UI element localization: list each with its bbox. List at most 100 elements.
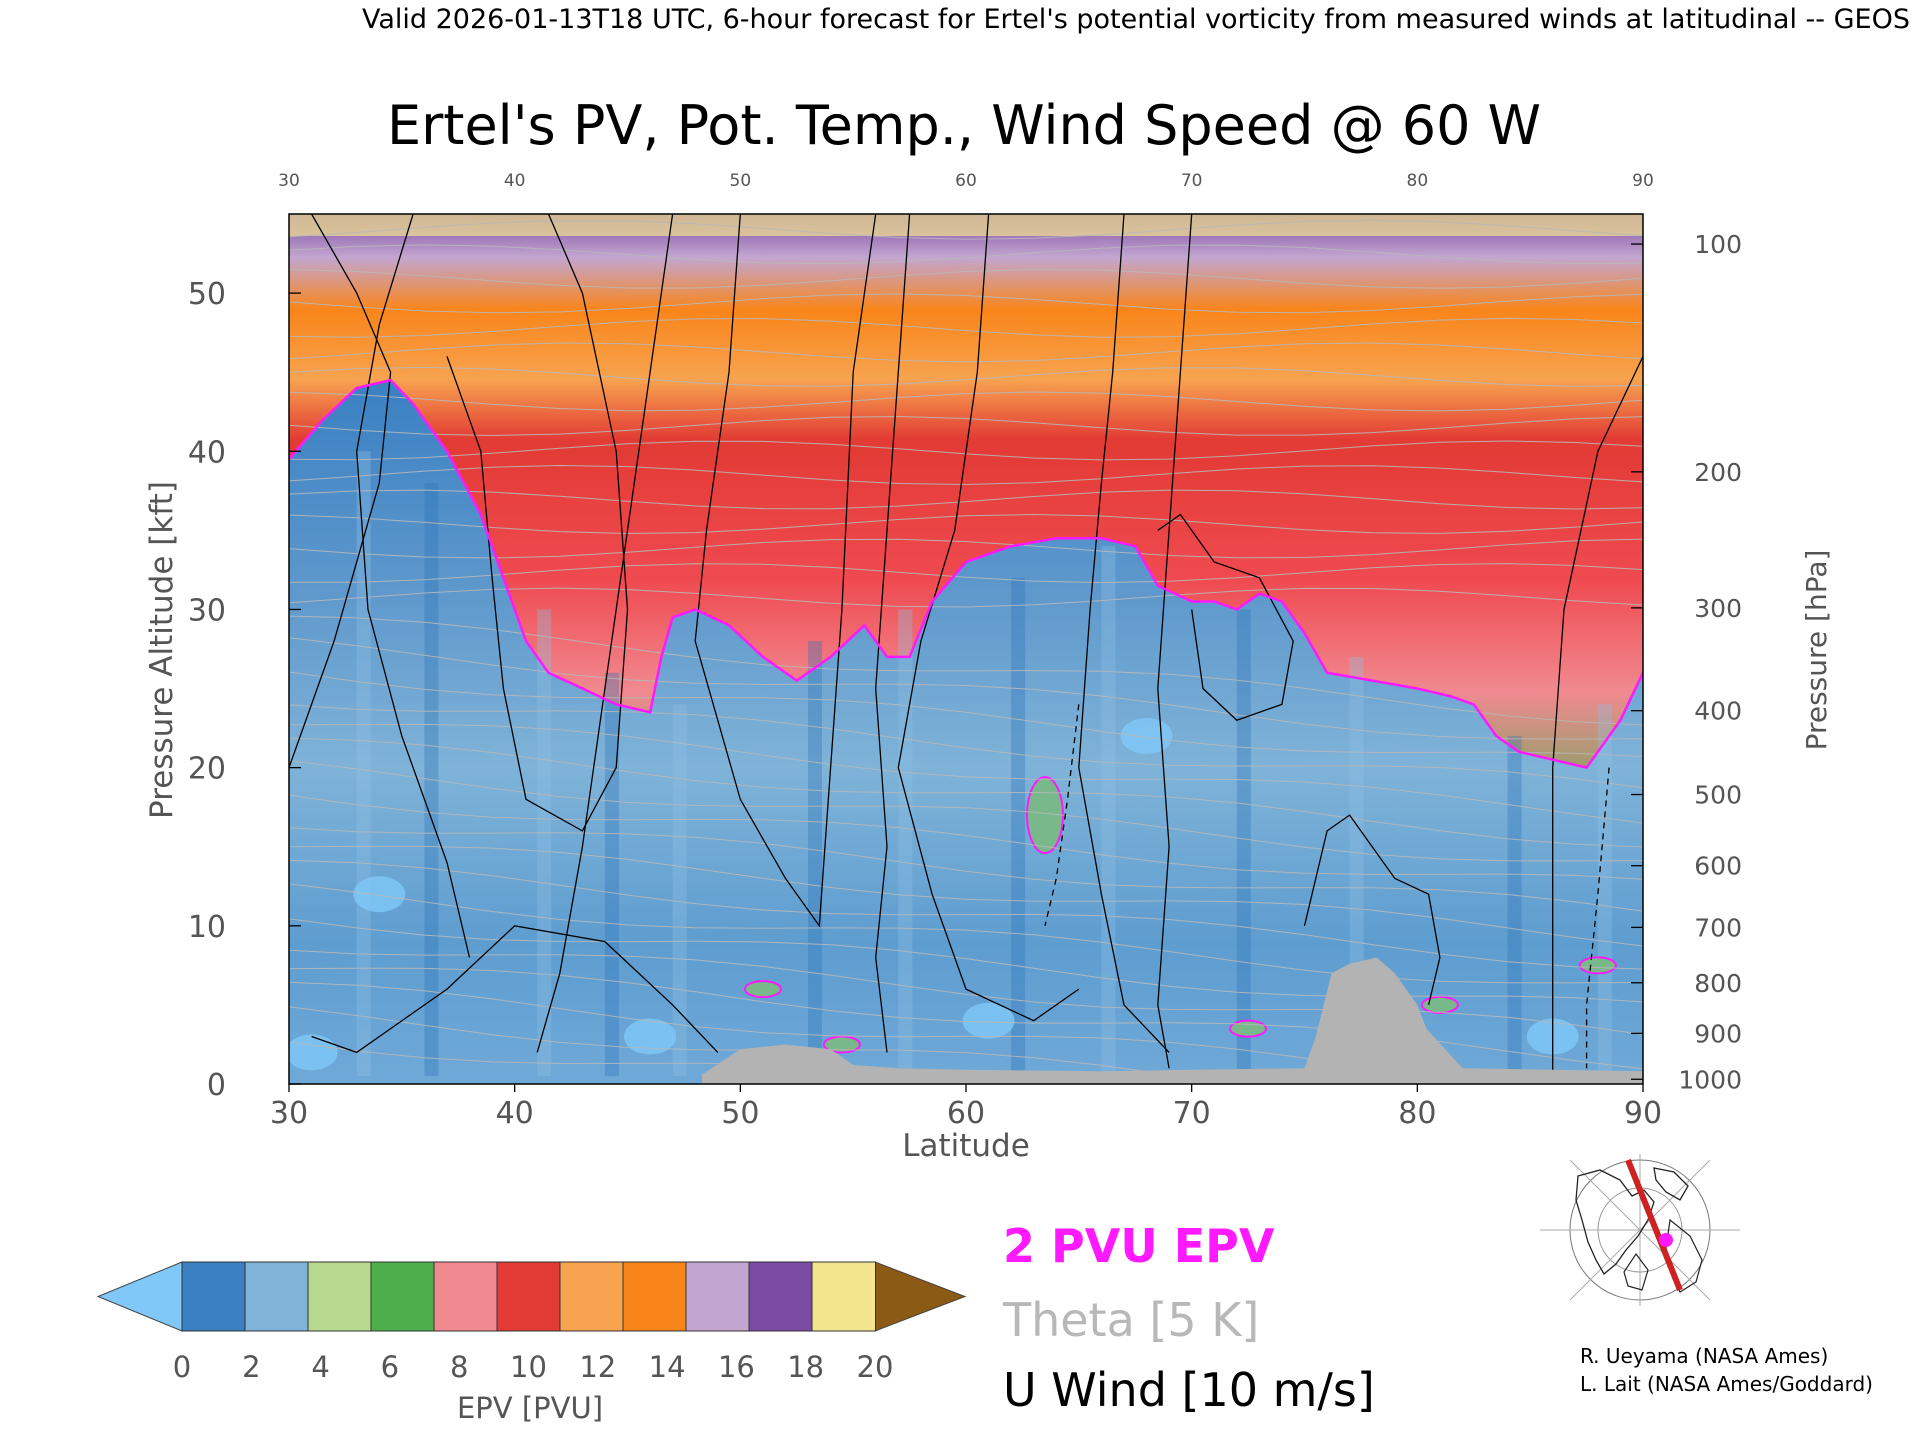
pv-low-patch [1120, 718, 1173, 754]
theta-contour [289, 760, 1643, 862]
theta-contour [289, 695, 1643, 789]
colorbar-swatch [433, 1261, 498, 1332]
colorbar-tick-label: 20 [857, 1350, 894, 1384]
pv-high-patch [1229, 1019, 1268, 1038]
u-wind-contour [311, 925, 719, 1054]
plot-area [289, 214, 1643, 1084]
theta-contour [289, 268, 1643, 289]
y-tick-label: 0 [207, 1068, 226, 1103]
y-axis-right: 100 200 300 400 500 600 700 800 900 1000 [1631, 230, 1742, 1094]
theta-contour [289, 366, 1643, 387]
theta-contour [289, 793, 1643, 880]
theta-contour [289, 637, 1643, 740]
colorbar-swatch [748, 1261, 813, 1332]
pv-high-patch [743, 980, 782, 999]
colorbar-swatch [811, 1261, 876, 1332]
u-wind-contour [356, 214, 471, 958]
header-line: Valid 2026-01-13T18 UTC, 6-hour forecast… [362, 4, 1910, 35]
theta-contour [289, 737, 1643, 848]
colorbar-swatch [622, 1261, 687, 1332]
theta-contour [289, 615, 1643, 726]
surface-terrain [701, 957, 1643, 1084]
colorbar-tick-label: 16 [718, 1350, 755, 1384]
theta-contour [289, 563, 1643, 584]
theta-contour [289, 818, 1643, 912]
y-right-tick-label: 300 [1694, 594, 1742, 623]
u-wind-contour [536, 214, 674, 1053]
colorbar-tick-label: 0 [173, 1350, 191, 1384]
theta-contour [289, 489, 1643, 510]
pv-streak [604, 672, 619, 1077]
credit-line-1: R. Ueyama (NASA Ames) [1580, 1344, 1828, 1368]
theta-contour [289, 720, 1643, 824]
pv-high-patch [1420, 995, 1459, 1014]
y-right-tick-label: 600 [1694, 852, 1742, 881]
theta-contour [289, 244, 1643, 265]
pv-high-patch [1025, 776, 1064, 855]
y-right-tick-label: 200 [1694, 458, 1742, 487]
theta-contour [289, 538, 1643, 559]
x-tick-label: 90 [1624, 1096, 1662, 1131]
y-tick-label: 20 [188, 752, 226, 787]
u-wind-contour [1552, 356, 1643, 1077]
colorbar-tick-label: 4 [311, 1350, 329, 1384]
x-tick-label: 30 [270, 1096, 308, 1131]
pv-2-contour [289, 378, 1643, 770]
pv-low-patch [289, 1034, 338, 1071]
y-axis-right-label: Pressure [hPa] [1800, 550, 1833, 751]
u-wind-contour [1078, 214, 1170, 1053]
theta-contour [289, 415, 1643, 437]
pv-streak [356, 451, 371, 1077]
y-right-tick-label: 700 [1694, 913, 1742, 942]
colorbar-tick-label: 14 [649, 1350, 686, 1384]
theta-contour [289, 317, 1643, 338]
pv-high-patch [1578, 956, 1617, 975]
y-right-tick-label: 400 [1694, 697, 1742, 726]
colorbar-tick-label: 18 [787, 1350, 824, 1384]
colorbar-tick-label: 12 [579, 1350, 616, 1384]
colorbar-swatch [181, 1261, 246, 1332]
colorbar-label: EPV [PVU] [457, 1391, 603, 1425]
pv-streak [1011, 577, 1026, 1077]
troposphere-field [289, 380, 1643, 1084]
colorbar-tick-label: 2 [242, 1350, 260, 1384]
pv-streak [537, 609, 552, 1077]
pv-streak [1597, 704, 1612, 1077]
colorbar-swatch [496, 1261, 561, 1332]
theta-contour [289, 219, 1643, 240]
theta-contour [289, 587, 1643, 608]
x-top-tick-label: 50 [730, 171, 752, 191]
x-tick-label: 40 [496, 1096, 534, 1131]
theta-contour [289, 883, 1643, 984]
u-wind-contour [1303, 814, 1441, 1006]
y-right-tick-label: 500 [1694, 781, 1742, 810]
pv-streak [672, 704, 687, 1077]
pv-streak [1101, 546, 1116, 1077]
x-tick-label: 70 [1173, 1096, 1211, 1131]
colorbar-tick-label: 8 [450, 1350, 468, 1384]
colorbar-under-arrow [96, 1261, 183, 1332]
credit-line-2: L. Lait (NASA Ames/Goddard) [1580, 1372, 1873, 1396]
x-tick-label: 80 [1398, 1096, 1436, 1131]
u-wind-contour [875, 214, 911, 1053]
y-tick-label: 30 [188, 593, 226, 628]
y-tick-label: 50 [188, 277, 226, 312]
colorbar-swatch [244, 1261, 309, 1332]
x-top-tick-label: 80 [1407, 171, 1429, 191]
y-right-tick-label: 900 [1694, 1019, 1742, 1048]
theta-contour [289, 842, 1643, 947]
theta-contour [289, 342, 1643, 363]
theta-contour [289, 464, 1643, 486]
x-axis-top: 30 40 50 60 70 80 90 [278, 171, 1654, 191]
pv-low-patch [353, 876, 406, 913]
theta-contour [289, 513, 1643, 535]
y-tick-label: 40 [188, 435, 226, 470]
theta-contour [289, 293, 1643, 314]
colorbar-tick-label: 10 [510, 1350, 547, 1384]
x-axis-label: Latitude [902, 1128, 1030, 1164]
u-wind-contour [897, 214, 1080, 1022]
x-tick-label: 60 [947, 1096, 985, 1131]
colorbar-swatch [307, 1261, 372, 1332]
y-right-tick-label: 1000 [1678, 1065, 1742, 1094]
